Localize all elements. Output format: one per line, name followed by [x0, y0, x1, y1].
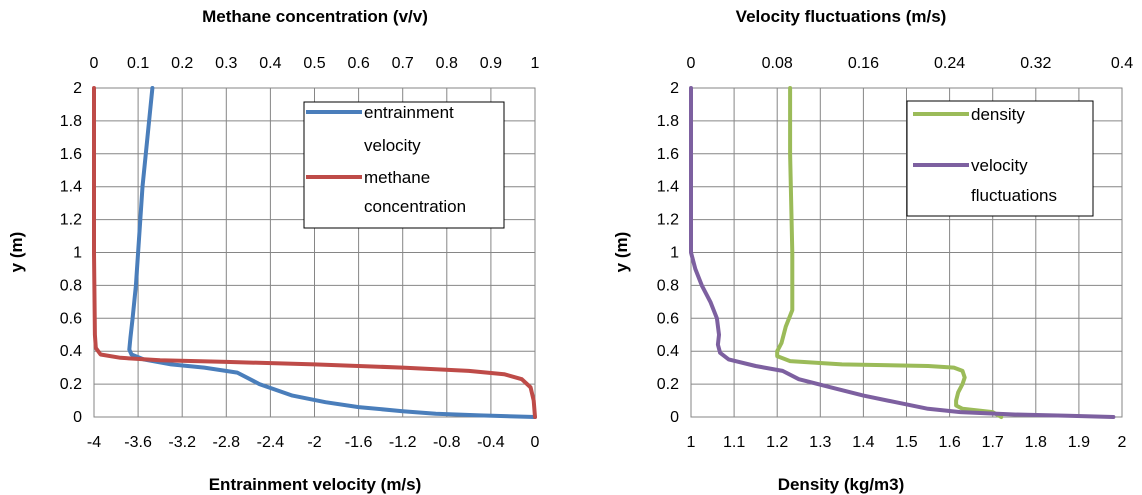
bottom-tick-label: 1.9: [1068, 434, 1090, 451]
legend-label: fluctuations: [971, 186, 1057, 205]
top-tick-label: 0.32: [1020, 55, 1051, 72]
bottom-tick-label: 1.7: [982, 434, 1004, 451]
bottom-tick-label: 1.2: [766, 434, 788, 451]
top-tick-label: 0.2: [171, 55, 193, 72]
top-tick-label: 0.4: [1111, 55, 1133, 72]
series-line: [92, 86, 537, 419]
bottom-tick-label: 1: [687, 434, 696, 451]
top-tick-label: 0.4: [259, 55, 281, 72]
bottom-tick-label: -2: [307, 434, 321, 451]
y-tick-label: 0.8: [60, 277, 82, 294]
top-tick-label: 0: [687, 55, 696, 72]
bottom-tick-label: -0.8: [433, 434, 461, 451]
y-tick-label: 0.4: [60, 343, 82, 360]
legend-label: concentration: [364, 197, 466, 216]
legend-label: methane: [364, 168, 430, 187]
y-tick-label: 1.8: [60, 113, 82, 130]
y-tick-label: 0.2: [657, 376, 679, 393]
legend: entrainment velocity methane concentration: [303, 101, 505, 229]
y-tick-label: 0.4: [657, 343, 679, 360]
legend-label: velocity: [364, 136, 421, 155]
top-tick-label: 0: [90, 55, 99, 72]
top-tick-label: 0.1: [127, 55, 149, 72]
legend-box: [906, 100, 1094, 217]
series-lines: [689, 86, 1116, 419]
top-tick-label: 0.6: [347, 55, 369, 72]
y-tick-label: 0: [670, 409, 679, 426]
top-tick-label: 0.08: [762, 55, 793, 72]
y-tick-label: 2: [73, 80, 82, 97]
legend-label: density: [971, 105, 1025, 124]
bottom-tick-label: -2.8: [213, 434, 241, 451]
y-axis-title: y (m): [612, 232, 631, 273]
y-tick-label: 1.6: [657, 146, 679, 163]
top-tick-label: 0.7: [392, 55, 414, 72]
y-tick-label: 0: [73, 409, 82, 426]
bottom-tick-label: 0: [531, 434, 540, 451]
chart-left: Methane concentration (v/v) Entrainment …: [7, 7, 540, 494]
bottom-tick-label: -4: [87, 434, 101, 451]
y-tick-label: 1: [670, 245, 679, 262]
y-tick-label: 1.2: [60, 212, 82, 229]
legend-box: [303, 101, 505, 229]
y-tick-label: 2: [670, 80, 679, 97]
bottom-tick-label: 1.8: [1025, 434, 1047, 451]
series-line: [775, 86, 1004, 419]
bottom-tick-label: 2: [1118, 434, 1127, 451]
bottom-axis-title: Density (kg/m3): [778, 475, 905, 494]
y-tick-label: 0.8: [657, 277, 679, 294]
top-axis-title: Methane concentration (v/v): [202, 7, 428, 26]
top-tick-label: 0.9: [480, 55, 502, 72]
bottom-tick-label: -3.2: [168, 434, 196, 451]
y-tick-label: 1.2: [657, 212, 679, 229]
y-tick-label: 1.4: [657, 179, 679, 196]
chart-right: Velocity fluctuations (m/s) Density (kg/…: [612, 7, 1133, 494]
y-axis-title: y (m): [7, 232, 26, 273]
legend-label: entrainment: [364, 103, 454, 122]
top-tick-label: 1: [531, 55, 540, 72]
y-tick-label: 0.6: [657, 310, 679, 327]
legend: density velocity fluctuations: [906, 100, 1094, 217]
y-tick-label: 0.6: [60, 310, 82, 327]
y-tick-label: 1.6: [60, 146, 82, 163]
top-tick-label: 0.5: [303, 55, 325, 72]
tick-labels: -4 -3.6 -3.2 -2.8 -2.4 -2 -1.6 -1.2 -0.8 -0.4 0 0 0.…: [60, 55, 540, 451]
y-tick-label: 0.2: [60, 376, 82, 393]
bottom-tick-label: 1.6: [938, 434, 960, 451]
tick-labels: 1 1.1 1.2 1.3 1.4 1.5 1.6 1.7 1.8 1.9 20 0.08 0.16 0.…: [657, 55, 1133, 451]
bottom-tick-label: -1.2: [389, 434, 417, 451]
bottom-tick-label: 1.1: [723, 434, 745, 451]
bottom-tick-label: 1.3: [809, 434, 831, 451]
bottom-axis-title: Entrainment velocity (m/s): [209, 475, 422, 494]
top-tick-label: 0.8: [436, 55, 458, 72]
y-tick-label: 1.4: [60, 179, 82, 196]
legend-label: velocity: [971, 156, 1028, 175]
bottom-tick-label: -1.6: [345, 434, 373, 451]
top-tick-label: 0.16: [848, 55, 879, 72]
bottom-tick-label: -2.4: [257, 434, 285, 451]
series-line: [689, 86, 1116, 419]
top-axis-title: Velocity fluctuations (m/s): [736, 7, 947, 26]
y-tick-label: 1.8: [657, 113, 679, 130]
y-tick-label: 1: [73, 245, 82, 262]
bottom-tick-label: 1.5: [895, 434, 917, 451]
bottom-tick-label: 1.4: [852, 434, 874, 451]
top-tick-label: 0.24: [934, 55, 965, 72]
top-tick-label: 0.3: [215, 55, 237, 72]
bottom-tick-label: -0.4: [477, 434, 505, 451]
series-lines: [92, 86, 537, 419]
bottom-tick-label: -3.6: [124, 434, 152, 451]
